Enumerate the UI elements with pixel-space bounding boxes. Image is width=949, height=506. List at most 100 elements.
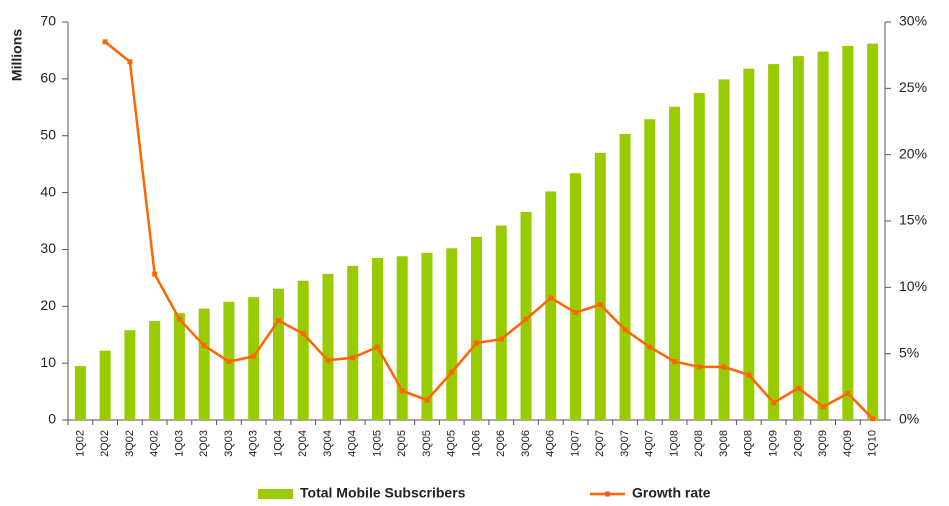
legend-label: Total Mobile Subscribers — [300, 485, 466, 501]
marker — [424, 397, 430, 403]
marker — [771, 400, 777, 406]
bar — [297, 280, 309, 420]
x-tick-label: 3Q08 — [718, 430, 730, 457]
x-tick-label: 4Q08 — [743, 430, 755, 457]
marker — [350, 355, 356, 361]
marker — [870, 416, 876, 422]
x-tick-label: 1Q05 — [371, 430, 383, 457]
x-tick-label: 4Q03 — [248, 430, 260, 457]
bar — [124, 330, 136, 420]
marker — [325, 357, 331, 363]
marker — [597, 302, 603, 308]
marker — [523, 316, 529, 322]
marker — [374, 344, 380, 350]
x-tick-label: 3Q09 — [817, 430, 829, 457]
y-tick-label: 20 — [40, 297, 56, 313]
marker — [251, 353, 257, 359]
marker — [647, 344, 653, 350]
x-tick-label: 3Q07 — [619, 430, 631, 457]
y-tick-label: 30 — [40, 240, 56, 256]
x-tick-label: 1Q03 — [173, 430, 185, 457]
bar — [743, 68, 755, 420]
x-tick-label: 1Q10 — [867, 430, 879, 457]
bar — [272, 288, 284, 420]
bar — [495, 225, 507, 420]
bar — [149, 321, 161, 420]
marker — [746, 372, 752, 378]
y-tick-label: 0 — [48, 411, 56, 427]
x-tick-label: 1Q04 — [272, 430, 284, 457]
bar — [594, 152, 606, 420]
bar — [520, 211, 532, 420]
marker — [845, 390, 851, 396]
x-tick-label: 4Q05 — [446, 430, 458, 457]
marker — [474, 340, 479, 346]
bar — [99, 350, 111, 420]
x-tick-label: 1Q02 — [74, 430, 86, 457]
x-tick-label: 4Q04 — [347, 430, 359, 457]
x-tick-label: 2Q04 — [297, 430, 309, 457]
y2-tick-label: 30% — [899, 13, 927, 29]
y-tick-label: 70 — [40, 13, 56, 29]
x-tick-label: 2Q05 — [396, 430, 408, 457]
x-tick-label: 4Q09 — [842, 430, 854, 457]
bar — [669, 106, 681, 421]
bar — [396, 256, 408, 420]
marker — [795, 385, 801, 391]
x-tick-label: 2Q09 — [792, 430, 804, 457]
legend-swatch — [258, 489, 293, 499]
bar — [545, 191, 557, 420]
marker — [152, 271, 158, 277]
x-tick-label: 3Q03 — [223, 430, 235, 457]
bar — [644, 119, 656, 421]
bar — [471, 236, 482, 420]
x-tick-label: 3Q06 — [520, 430, 532, 457]
bar — [421, 252, 433, 420]
bar — [867, 43, 879, 420]
bar — [619, 134, 631, 420]
marker — [399, 388, 405, 394]
y-tick-label: 10 — [40, 354, 56, 370]
bar — [693, 93, 705, 421]
bar — [817, 51, 829, 421]
x-tick-label: 3Q05 — [421, 430, 433, 457]
marker — [573, 310, 579, 316]
y2-tick-label: 0% — [899, 411, 919, 427]
y2-tick-label: 5% — [899, 344, 919, 360]
line — [104, 40, 874, 420]
marker — [449, 369, 455, 375]
x-tick-label: 2Q06 — [495, 430, 507, 457]
legend-label: Growth rate — [632, 485, 711, 501]
y2-tick-label: 25% — [899, 79, 927, 95]
x-tick-label: 4Q06 — [545, 430, 557, 457]
bar — [198, 308, 210, 420]
marker — [201, 343, 207, 349]
marker — [622, 327, 628, 333]
bar — [718, 79, 730, 420]
bar — [74, 365, 86, 420]
marker — [102, 39, 108, 45]
marker — [820, 404, 826, 410]
y-tick-label: 40 — [40, 183, 56, 199]
marker — [721, 364, 727, 370]
marker — [275, 318, 281, 323]
marker — [672, 359, 678, 365]
y-tick-label: 60 — [40, 70, 56, 86]
bar — [570, 173, 582, 420]
bar — [371, 257, 383, 420]
x-tick-label: 2Q03 — [198, 430, 210, 457]
bar — [446, 248, 458, 420]
x-tick-label: 1Q08 — [668, 430, 680, 457]
x-tick-label: 4Q02 — [149, 430, 161, 457]
x-tick-label: 3Q04 — [322, 430, 334, 457]
y2-tick-label: 15% — [899, 212, 927, 228]
x-tick-label: 1Q06 — [470, 430, 482, 457]
bar — [792, 56, 804, 420]
marker — [127, 59, 133, 65]
x-tick-label: 2Q08 — [693, 430, 705, 457]
bar — [347, 265, 359, 420]
bar — [173, 313, 185, 420]
marker — [176, 316, 182, 322]
x-tick-label: 3Q02 — [124, 430, 136, 457]
